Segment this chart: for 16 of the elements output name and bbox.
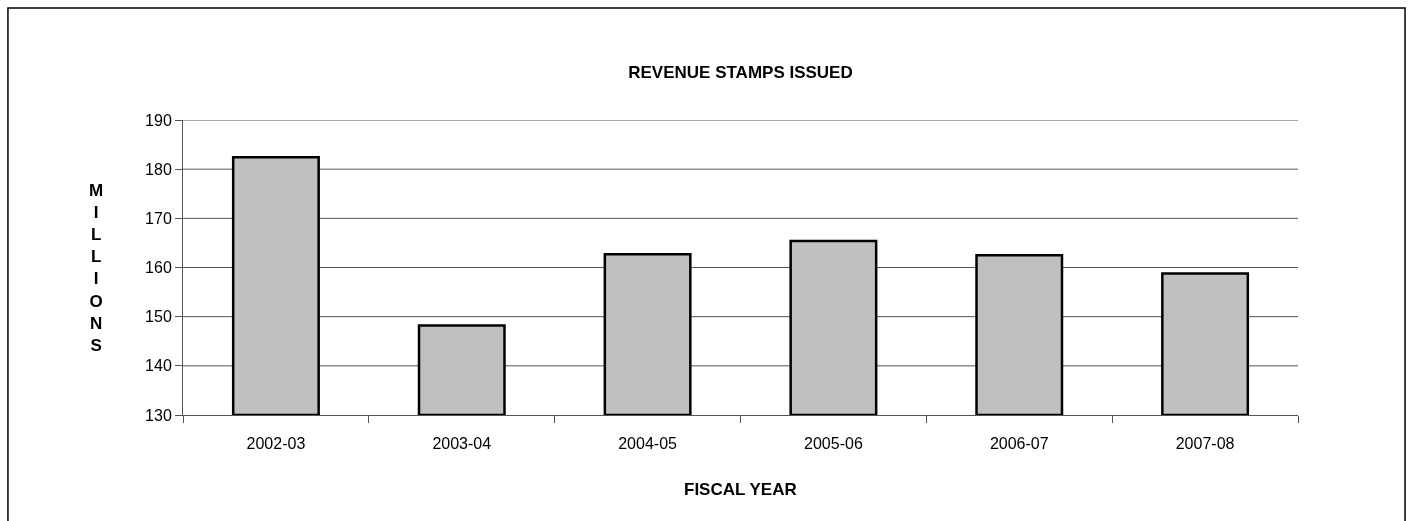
y-tick-label: 140 <box>145 357 172 375</box>
x-tick-label: 2006-07 <box>989 435 1049 453</box>
x-tick-label: 2007-08 <box>1175 435 1235 453</box>
x-axis-title: FISCAL YEAR <box>684 480 797 499</box>
x-tick-label: 2003-04 <box>432 435 492 453</box>
y-tick-label: 180 <box>145 160 172 178</box>
x-tick-label: 2002-03 <box>246 435 306 453</box>
y-tick-label: 150 <box>145 308 172 326</box>
y-tick-label: 190 <box>145 111 172 129</box>
x-tick-label: 2005-06 <box>804 435 863 453</box>
y-tick-label: 130 <box>145 406 172 424</box>
y-tick-label: 170 <box>145 209 172 227</box>
y-tick-label: 160 <box>145 259 172 277</box>
x-tick-label: 2004-05 <box>618 435 678 453</box>
y-axis-title: MILLIONS <box>89 181 104 355</box>
chart-title: REVENUE STAMPS ISSUED <box>628 62 853 82</box>
